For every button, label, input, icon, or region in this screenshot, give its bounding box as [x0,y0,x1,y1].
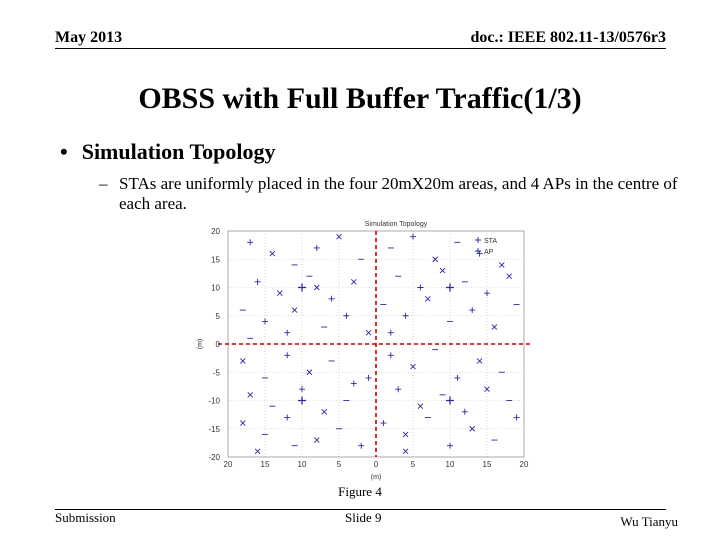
sta-marker [269,250,276,257]
sta-marker [417,284,424,291]
x-tick-label: 5 [411,460,416,469]
sta-marker [476,358,483,364]
y-tick-label: 20 [211,227,220,236]
sta-marker [365,374,372,381]
footer-slide-number: Slide 9 [345,510,382,525]
slide-title: OBSS with Full Buffer Traffic(1/3) [138,82,582,115]
sta-marker [395,386,402,393]
sta-marker [239,358,246,364]
bullet-level2-text: STAs are uniformly placed in the four 20… [119,174,678,213]
sta-marker [262,318,268,325]
sta-marker [513,414,520,421]
sta-marker [506,273,513,280]
ap-marker [298,283,306,292]
topology-chart: 20 15 10 5 0 5 10 15 2020151050-5-10-15-20Simula… [197,221,530,481]
header-rule [55,48,666,49]
sta-marker [410,233,416,240]
legend-marker-ap [475,248,481,254]
sta-marker [432,256,439,263]
sta-marker [328,295,335,302]
sta-marker [387,329,394,336]
sta-marker [484,386,490,393]
sta-marker [284,414,291,421]
ap-marker [446,283,454,292]
sta-marker [491,324,498,330]
legend-marker-sta [475,237,481,243]
sta-marker [284,329,291,336]
sta-marker [484,290,490,297]
x-tick-label: 5 [337,460,342,469]
sta-marker [402,448,409,455]
bullet-level1-text: Simulation Topology [81,139,276,164]
sta-marker [247,239,254,246]
footer-submission: Submission [55,510,116,525]
sta-marker [254,448,261,455]
x-axis-label: (m) [371,474,382,481]
y-tick-label: 5 [216,312,221,321]
sta-marker [284,352,291,359]
sta-marker [247,392,254,398]
sta-marker [417,403,424,409]
sta-marker [306,369,313,376]
sta-marker [313,437,320,443]
sta-marker [336,233,342,240]
bullet-level2: – STAs are uniformly placed in the four 2… [99,174,689,214]
legend-label-sta: STA [484,238,497,245]
sta-marker [358,442,365,449]
plot-area: 20 15 10 5 0 5 10 15 2020151050-5-10-15-20Simula… [197,221,530,481]
legend-label-ap: AP [484,249,494,256]
sta-marker [410,363,416,370]
sta-marker [350,380,357,387]
sta-marker [313,284,320,291]
sta-marker [254,278,261,285]
sta-marker [424,295,431,302]
sta-marker [461,408,468,415]
sta-marker [299,386,305,393]
sta-marker [343,312,350,319]
x-tick-label: 10 [446,460,455,469]
sta-marker [402,312,409,319]
ap-marker [298,396,306,405]
chart-title: Simulation Topology [365,221,428,228]
x-tick-label: 20 [224,460,233,469]
footer-rule [55,509,666,510]
ap-marker [446,396,454,405]
x-tick-label: 0 [374,460,379,469]
sta-marker [387,352,394,359]
sta-marker [447,442,453,449]
header-date: May 2013 [55,29,123,46]
sta-marker [365,329,372,336]
y-tick-label: 10 [211,284,220,293]
footer-author: Wu Tianyu [620,514,678,529]
figure-caption: Figure 4 [338,484,382,499]
header-doc-id: doc.: IEEE 802.11-13/0576r3 [470,29,666,46]
y-tick-label: -5 [213,368,221,377]
sta-marker [350,279,357,285]
x-tick-label: 15 [483,460,492,469]
sta-marker [380,420,387,427]
sta-marker [454,374,461,381]
x-tick-label: 10 [298,460,307,469]
sta-marker [439,267,446,274]
y-tick-label: -10 [208,397,220,406]
y-tick-label: -20 [208,453,220,462]
sta-marker [402,431,409,438]
y-tick-label: -15 [208,425,220,434]
y-tick-label: 15 [211,255,220,264]
sta-marker [476,250,483,257]
sta-marker [321,408,328,415]
x-tick-label: 15 [261,460,270,469]
x-tick-label: 20 [520,460,529,469]
sta-marker [276,290,283,296]
sta-marker [498,262,505,268]
y-axis-label: (m) [197,339,204,350]
sta-marker [239,420,246,426]
sta-marker [291,307,298,313]
sta-marker [469,307,476,314]
bullet-level1: • Simulation Topology [60,139,276,164]
sta-marker [313,244,320,251]
sta-marker [469,425,476,432]
